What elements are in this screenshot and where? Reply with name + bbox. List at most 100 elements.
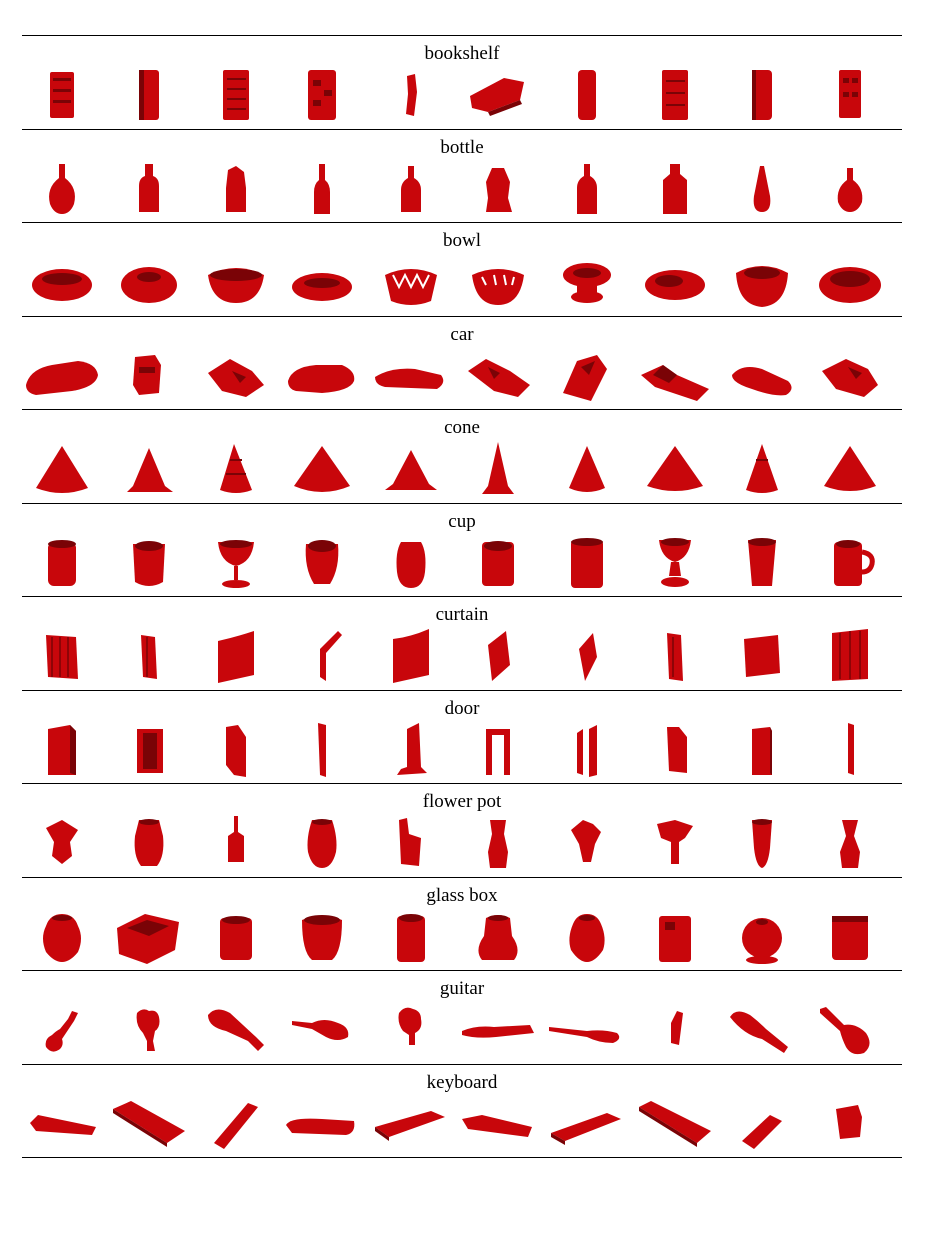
keyboard-shape-thumbnail: [30, 1114, 96, 1135]
curtain-shape-thumbnail: [579, 633, 597, 681]
bottle-shape-thumbnail: [401, 165, 421, 212]
door-shape-thumbnail: [486, 728, 510, 775]
cone-shape-thumbnail: [482, 442, 514, 494]
curtain-shape-thumbnail: [141, 635, 157, 679]
bowl-shape-thumbnail: [819, 267, 881, 303]
bookshelf-shape-thumbnail: [839, 70, 861, 118]
cup-shape-thumbnail: [571, 537, 603, 588]
door-shape-thumbnail: [48, 724, 76, 775]
glass-box-shape-thumbnail: [397, 913, 425, 962]
car-shape-thumbnail: [288, 364, 355, 393]
glass-box-shape-thumbnail: [478, 914, 518, 960]
category-row-glass-box: glass box: [22, 878, 902, 971]
bottle-shape-thumbnail: [49, 163, 75, 214]
door-shape-thumbnail: [137, 728, 163, 773]
category-row-bowl: bowl: [22, 223, 902, 317]
cup-shape-thumbnail: [834, 539, 875, 586]
thumbnail-strip: [22, 812, 902, 874]
category-row-car: car: [22, 317, 902, 410]
flower-pot-shape-thumbnail: [228, 816, 244, 862]
category-label: curtain: [435, 604, 489, 625]
cup-shape-thumbnail: [48, 539, 76, 586]
flower-pot-shape-thumbnail: [46, 820, 78, 864]
thumbnail-strip: [22, 158, 902, 220]
thumbnail-strip: [22, 532, 902, 594]
keyboard-shape-thumbnail: [639, 1100, 711, 1147]
category-row-cup: cup: [22, 504, 902, 597]
thumbnail-strip: [22, 345, 902, 407]
category-label: bowl: [443, 230, 481, 251]
guitar-shape-thumbnail: [45, 1011, 78, 1052]
bookshelf-shape-thumbnail: [139, 70, 159, 120]
keyboard-shape-thumbnail: [375, 1110, 445, 1141]
category-label: car: [450, 323, 474, 345]
car-shape-thumbnail: [133, 354, 161, 395]
category-row-bottle: bottle: [22, 130, 902, 223]
guitar-shape-thumbnail: [136, 1009, 160, 1051]
guitar-shape-thumbnail: [292, 1020, 349, 1040]
category-row-curtain: curtain: [22, 597, 902, 691]
bowl-shape-thumbnail: [32, 269, 92, 301]
glass-box-shape-thumbnail: [742, 917, 782, 964]
bottle-shape-thumbnail: [753, 165, 771, 212]
glass-box-shape-thumbnail: [43, 913, 81, 962]
keyboard-shape-thumbnail: [462, 1114, 532, 1137]
thumbnail-strip: [22, 719, 902, 781]
glass-box-shape-thumbnail: [659, 915, 691, 962]
bookshelf-shape-thumbnail: [406, 74, 417, 116]
cup-shape-thumbnail: [748, 537, 776, 586]
flower-pot-shape-thumbnail: [307, 819, 337, 868]
curtain-shape-thumbnail: [218, 631, 254, 683]
glass-box-shape-thumbnail: [117, 913, 179, 964]
cup-shape-thumbnail: [396, 541, 426, 588]
door-shape-thumbnail: [752, 726, 772, 775]
category-row-cone: cone: [22, 410, 902, 504]
car-shape-thumbnail: [822, 358, 878, 397]
category-label: flower pot: [422, 791, 502, 812]
bottle-shape-thumbnail: [837, 167, 863, 212]
curtain-shape-thumbnail: [667, 633, 683, 681]
flower-pot-shape-thumbnail: [752, 819, 772, 868]
category-row-bookshelf: bookshelf: [22, 36, 902, 130]
cone-shape-thumbnail: [220, 444, 252, 493]
category-row-door: door: [22, 691, 902, 784]
glass-box-shape-thumbnail: [832, 915, 868, 960]
cone-shape-thumbnail: [294, 446, 350, 492]
door-shape-thumbnail: [577, 724, 597, 777]
bowl-shape-thumbnail: [121, 267, 177, 303]
cup-shape-thumbnail: [133, 540, 165, 586]
curtain-shape-thumbnail: [46, 635, 78, 679]
thumbnail-strip: [22, 1093, 902, 1155]
curtain-shape-thumbnail: [320, 631, 342, 681]
thumbnail-strip: [22, 999, 902, 1061]
car-shape-thumbnail: [732, 366, 792, 395]
curtain-shape-thumbnail: [744, 635, 780, 677]
category-row-guitar: guitar: [22, 971, 902, 1065]
flower-pot-shape-thumbnail: [134, 819, 164, 866]
car-shape-thumbnail: [375, 368, 444, 389]
curtain-shape-thumbnail: [488, 631, 510, 681]
keyboard-shape-thumbnail: [113, 1100, 185, 1147]
keyboard-shape-thumbnail: [742, 1114, 782, 1149]
car-shape-thumbnail: [26, 360, 98, 395]
door-shape-thumbnail: [848, 722, 854, 775]
category-label: glass box: [426, 884, 498, 906]
guitar-shape-thumbnail: [820, 1007, 870, 1055]
car-shape-thumbnail: [468, 358, 530, 397]
bookshelf-shape-thumbnail: [223, 70, 249, 120]
cup-shape-thumbnail: [305, 539, 339, 584]
keyboard-shape-thumbnail: [214, 1102, 258, 1149]
door-shape-thumbnail: [667, 726, 687, 773]
guitar-shape-thumbnail: [208, 1009, 264, 1051]
cone-shape-thumbnail: [569, 446, 605, 492]
category-row-flower-pot: flower pot: [22, 784, 902, 878]
category-label: keyboard: [426, 1071, 498, 1093]
bowl-shape-thumbnail: [563, 263, 611, 303]
cone-shape-thumbnail: [385, 450, 437, 490]
door-shape-thumbnail: [318, 722, 326, 777]
guitar-shape-thumbnail: [462, 1025, 534, 1038]
category-label: cone: [444, 417, 480, 438]
keyboard-shape-thumbnail: [836, 1104, 862, 1139]
flower-pot-shape-thumbnail: [657, 820, 693, 864]
bowl-shape-thumbnail: [292, 273, 352, 301]
